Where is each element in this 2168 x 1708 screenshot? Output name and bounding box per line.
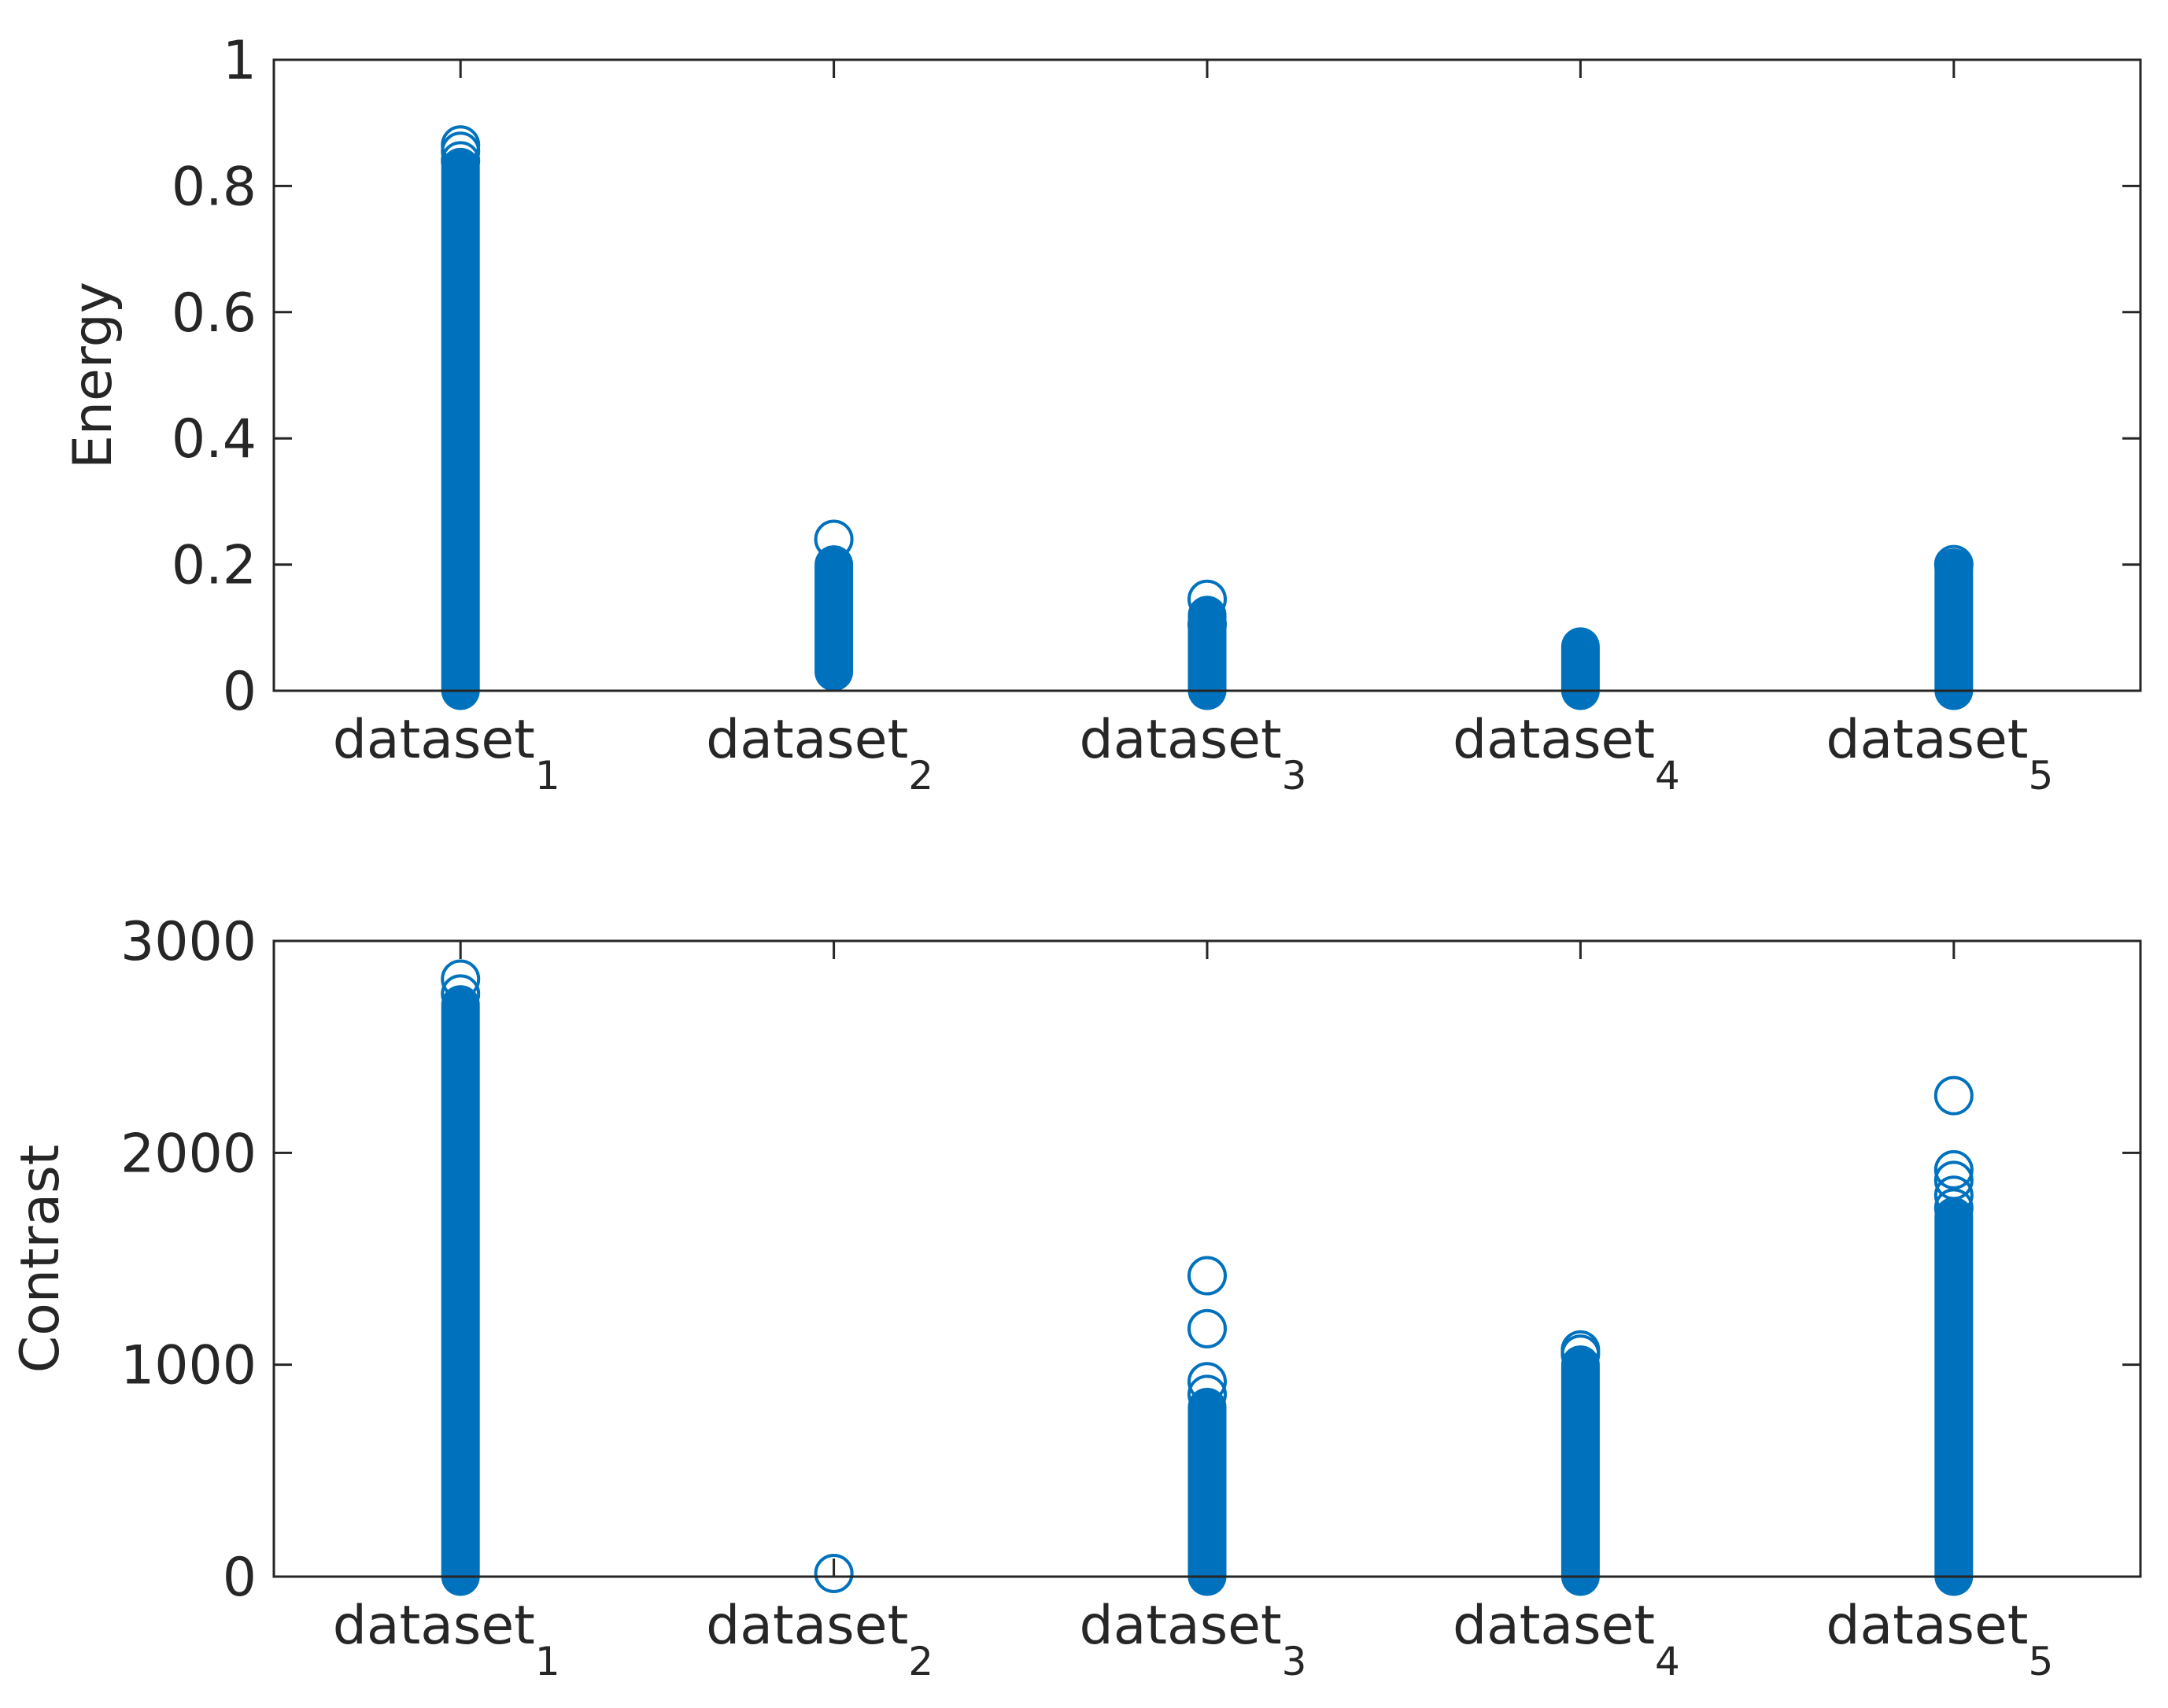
y-tick-label: 1 — [223, 30, 257, 92]
x-tick-label: dataset1 — [333, 709, 560, 799]
category-name: dataset — [1453, 709, 1655, 771]
category-subscript: 2 — [908, 1639, 933, 1684]
dense-points — [1187, 596, 1227, 710]
point — [814, 519, 854, 559]
x-tick-label: dataset1 — [333, 1595, 560, 1684]
category-name: dataset — [706, 709, 908, 771]
y-tick-label: 0 — [223, 661, 257, 723]
x-tick-label: dataset2 — [706, 1595, 933, 1684]
category-subscript: 4 — [1655, 753, 1680, 799]
category-subscript: 3 — [1282, 753, 1307, 799]
category-subscript: 1 — [535, 753, 560, 799]
category-name: dataset — [1826, 709, 2028, 771]
category-subscript: 1 — [535, 1639, 560, 1684]
dense-points — [1187, 1388, 1227, 1596]
category-name: dataset — [706, 1595, 908, 1657]
point — [1933, 1075, 1974, 1116]
point — [1560, 1330, 1601, 1370]
dense-points — [441, 985, 480, 1596]
x-tick-label: dataset5 — [1826, 1595, 2053, 1684]
x-tick-label: dataset5 — [1826, 709, 2053, 799]
y-axis-label: Energy — [62, 282, 124, 469]
y-tick-label: 2000 — [120, 1123, 257, 1185]
dense-points — [814, 545, 854, 692]
x-tick-label: dataset3 — [1080, 709, 1307, 799]
y-tick-label: 0 — [223, 1547, 257, 1609]
point — [1187, 1308, 1227, 1348]
x-tick-label: dataset4 — [1453, 1595, 1680, 1684]
category-name: dataset — [1826, 1595, 2028, 1657]
point — [441, 959, 481, 999]
category-name: dataset — [1453, 1595, 1655, 1657]
point — [1187, 1374, 1227, 1415]
axes: 00.20.40.60.81Energydataset1dataset2data… — [62, 30, 2142, 799]
dense-points — [1560, 627, 1600, 710]
point — [441, 125, 481, 165]
y-tick-label: 0.2 — [172, 535, 257, 597]
point — [1187, 579, 1227, 619]
y-tick-label: 3000 — [120, 911, 257, 973]
y-tick-label: 0.4 — [172, 408, 257, 470]
x-tick-label: dataset3 — [1080, 1595, 1307, 1684]
point — [1933, 544, 1974, 585]
dense-points — [1934, 548, 1974, 710]
category-subscript: 3 — [1282, 1639, 1307, 1684]
axes: 0100020003000Contrastdataset1dataset2dat… — [9, 911, 2142, 1684]
category-subscript: 5 — [2028, 753, 2053, 799]
point — [1187, 604, 1227, 644]
category-subscript: 4 — [1655, 1639, 1680, 1684]
y-tick-label: 0.8 — [172, 156, 257, 218]
point — [1933, 1160, 1974, 1201]
category-subscript: 2 — [908, 753, 933, 799]
point — [1933, 1188, 1974, 1228]
category-name: dataset — [333, 709, 535, 771]
x-tick-label: dataset4 — [1453, 709, 1680, 799]
point — [1187, 1256, 1227, 1296]
point — [814, 1553, 854, 1593]
category-name: dataset — [1080, 1595, 1282, 1657]
point — [441, 141, 481, 181]
dense-points — [1560, 1345, 1600, 1596]
axes-box — [272, 939, 2142, 1578]
x-tick-label: dataset2 — [706, 709, 933, 799]
category-subscript: 5 — [2028, 1639, 2053, 1684]
point — [1933, 1149, 1974, 1190]
y-tick-label: 1000 — [120, 1335, 257, 1397]
dense-points — [441, 147, 480, 710]
category-name: dataset — [1080, 709, 1282, 771]
point — [1187, 1362, 1227, 1402]
point — [1933, 1175, 1974, 1216]
category-name: dataset — [333, 1595, 535, 1657]
axes-box — [272, 58, 2142, 692]
dense-points — [1934, 1197, 1974, 1596]
y-axis-label: Contrast — [9, 1145, 72, 1374]
y-tick-label: 0.6 — [172, 282, 257, 345]
point — [441, 974, 481, 1014]
